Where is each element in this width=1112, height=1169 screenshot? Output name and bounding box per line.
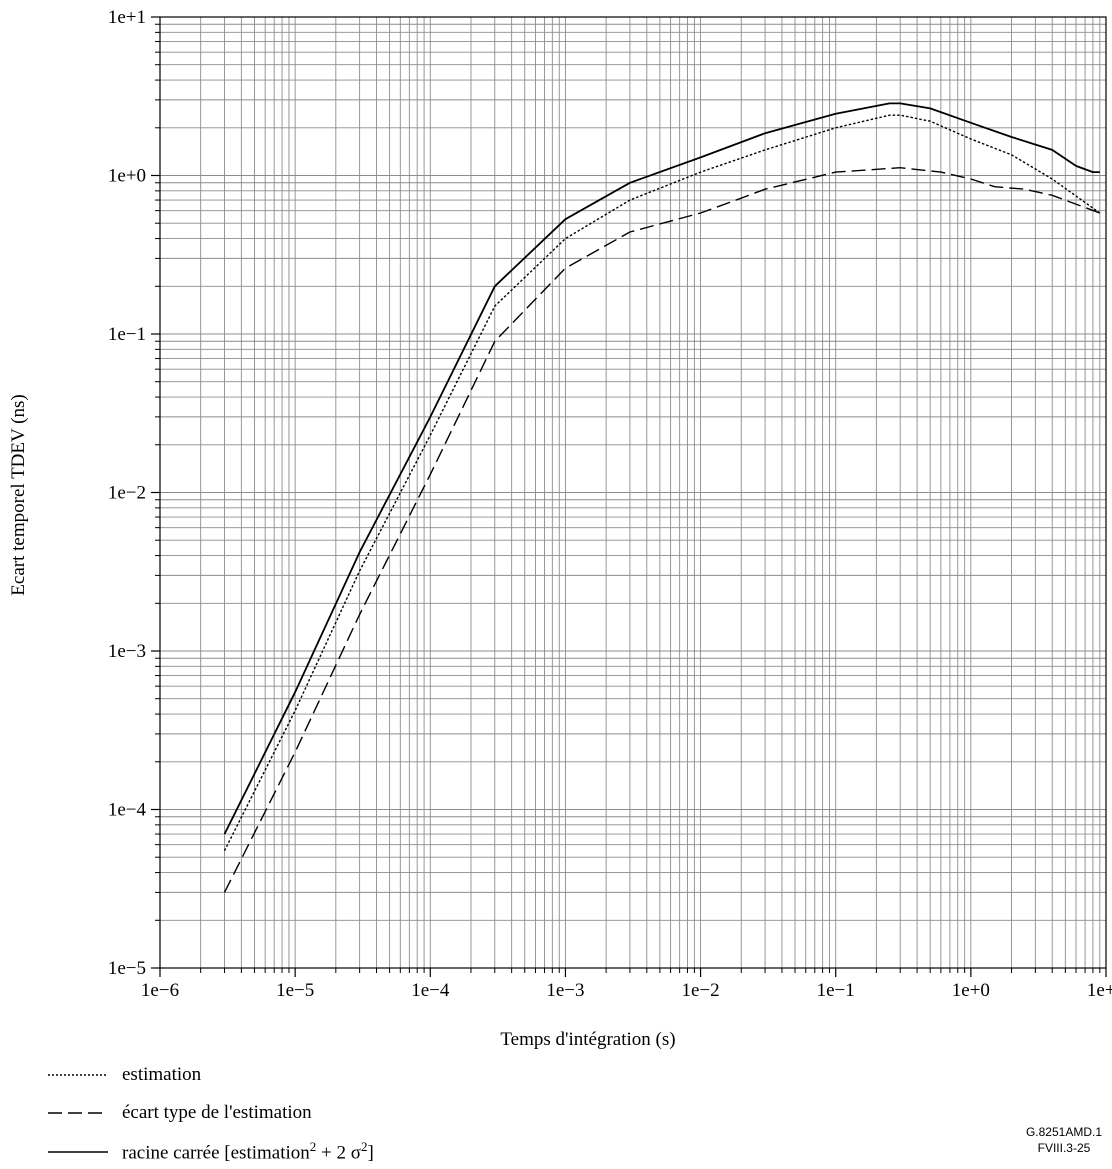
x-tick-label: 1e−6 [141, 980, 179, 1001]
x-axis-label: Temps d'intégration (s) [500, 1029, 675, 1050]
y-tick-label: 1e−5 [108, 958, 146, 979]
x-tick-label: 1e−1 [817, 980, 855, 1001]
x-tick-label: 1e−4 [411, 980, 450, 1001]
legend-label-root-part-a: racine carrée [estimation [122, 1142, 310, 1164]
legend-label-root-exp-b: 2 [361, 1139, 368, 1154]
legend-swatch-dotted [48, 1074, 108, 1076]
x-tick-label: 1e−2 [681, 980, 719, 1001]
legend-item-std-dev: écart type de l'estimation [48, 1102, 312, 1124]
legend-label-root-part-b: + 2 σ [316, 1142, 361, 1164]
grid-lines [159, 17, 1106, 969]
y-tick-label: 1e−3 [108, 641, 146, 662]
series-lines [223, 102, 1101, 893]
y-tick-label: 1e−1 [108, 324, 146, 345]
x-tick-label: 1e+0 [952, 980, 990, 1001]
legend-swatch-solid [48, 1150, 108, 1153]
legend-label-root-exp-a: 2 [309, 1139, 317, 1154]
y-axis: 1e−5 1e−4 1e−3 1e−2 1e−1 1e+0 1e+1 [108, 7, 160, 979]
series-estimation-line [223, 114, 1101, 852]
x-tick-label: 1e−5 [276, 980, 314, 1001]
y-tick-label: 1e+0 [108, 166, 146, 187]
y-tick-label: 1e−2 [108, 483, 146, 504]
x-axis: 1e−6 1e−5 1e−4 1e−3 1e−2 1e−1 1e+0 1e+1 [141, 968, 1112, 1001]
series-root-line [223, 102, 1100, 835]
legend-swatch-dashed [48, 1112, 108, 1114]
x-tick-label: 1e−3 [546, 980, 584, 1001]
series-std-dev-line [223, 167, 1101, 893]
y-tick-label: 1e+1 [108, 7, 146, 28]
y-axis-label: Ecart temporel TDEV (ns) [8, 394, 29, 595]
legend-label-std-dev: écart type de l'estimation [122, 1102, 312, 1123]
legend-item-root: racine carrée [estimation2 + 2 σ2] [48, 1139, 374, 1164]
legend-label-estimation: estimation [122, 1064, 202, 1085]
y-tick-label: 1e−4 [108, 800, 147, 821]
figure-code-line-1: G.8251AMD.1 [1025, 1125, 1102, 1139]
figure-code: G.8251AMD.1 FVIII.3-25 [1026, 1124, 1102, 1156]
x-tick-label: 1e+1 [1087, 980, 1112, 1001]
legend-label-root-part-c: ] [367, 1142, 374, 1164]
figure-code-line-2: FVIII.3-25 [1037, 1141, 1091, 1155]
legend-label-root: racine carrée [estimation2 + 2 σ2] [122, 1139, 374, 1164]
legend-item-estimation: estimation [48, 1064, 201, 1086]
